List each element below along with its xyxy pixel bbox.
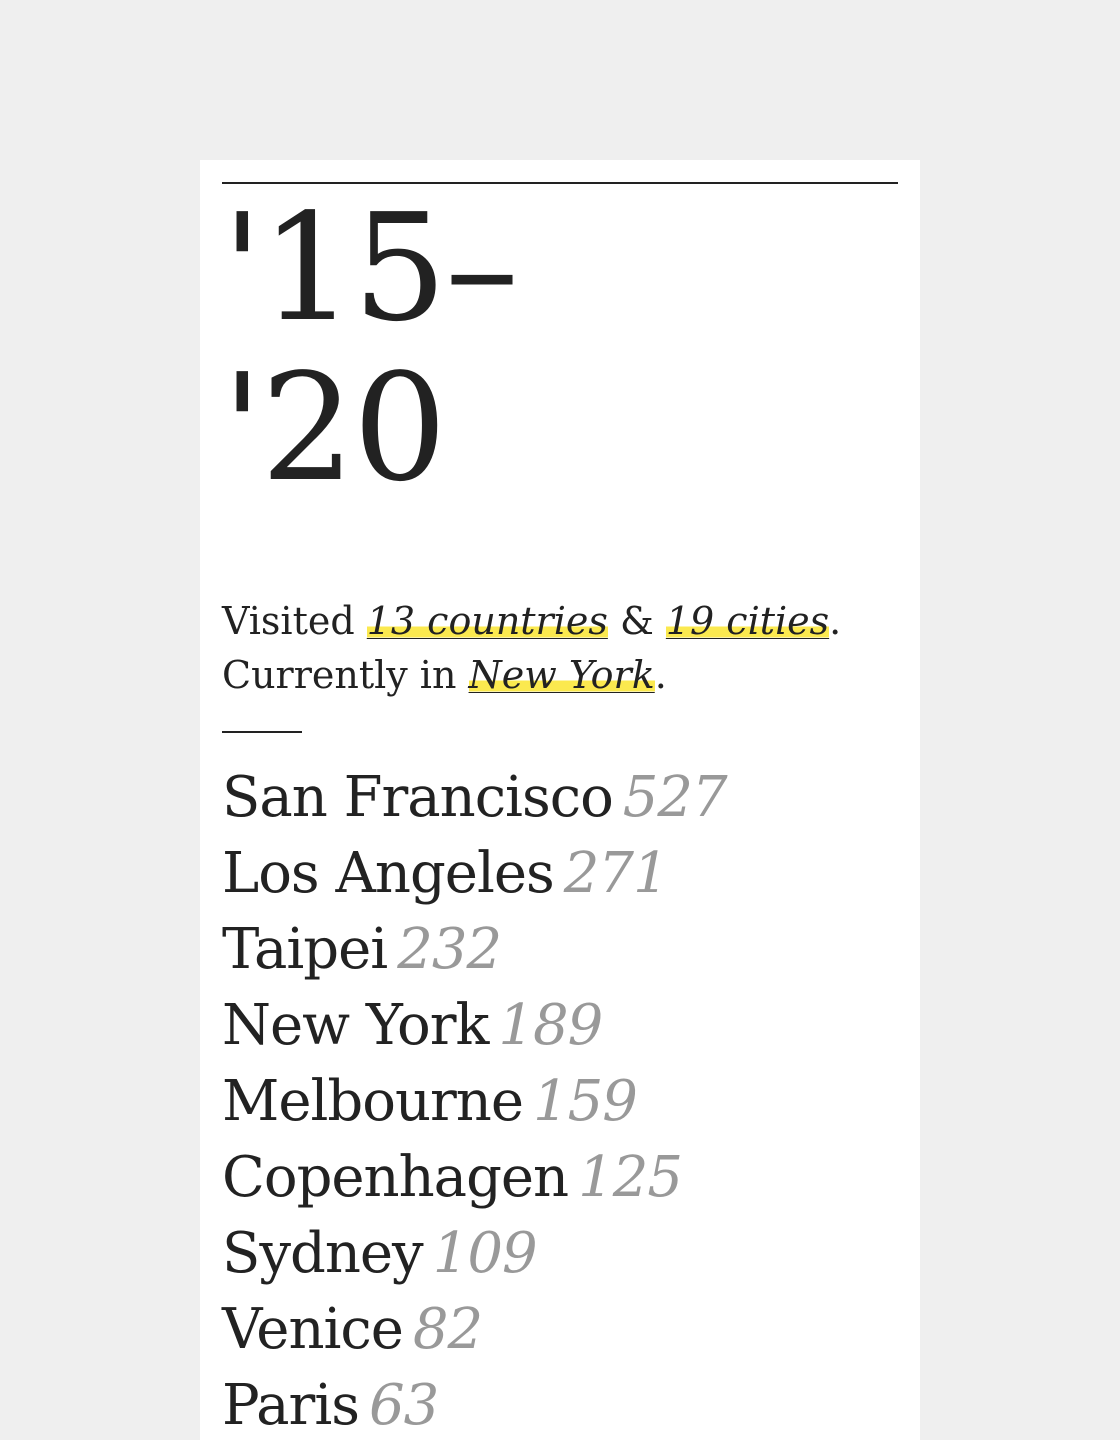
city-name: Sydney — [222, 1221, 424, 1286]
city-name: New York — [222, 993, 489, 1058]
city-count: 527 — [622, 765, 728, 830]
year-start: '15– — [222, 182, 519, 354]
list-item: San Francisco 527 — [222, 760, 728, 836]
countries-link[interactable]: 13 countries — [366, 599, 608, 643]
list-item: Los Angeles 271 — [222, 836, 727, 912]
current-city-link[interactable]: New York — [468, 653, 655, 697]
top-divider — [222, 182, 898, 184]
city-name: Melbourne — [222, 1069, 524, 1134]
list-item: Paris 63 — [222, 1368, 727, 1440]
city-count: 82 — [412, 1297, 483, 1362]
list-item: Melbourne 159 — [222, 1064, 727, 1140]
city-name: Taipei — [222, 917, 388, 982]
currently-line: Currently in New York. — [222, 648, 898, 702]
city-count: 189 — [498, 993, 603, 1058]
city-name: Copenhagen — [222, 1145, 569, 1210]
city-count: 271 — [563, 841, 669, 906]
list-item: Venice 82 — [222, 1292, 727, 1368]
travel-summary: Visited 13 countries & 19 cities. Curren… — [222, 594, 898, 702]
city-name: Los Angeles — [222, 841, 555, 906]
city-name: San Francisco — [222, 765, 614, 830]
year-range-title: '15– '20 — [222, 182, 519, 514]
visited-period: . — [829, 599, 842, 643]
city-count: 63 — [368, 1373, 439, 1438]
list-item: Taipei 232 — [222, 912, 727, 988]
year-end: '20 — [222, 342, 447, 514]
list-item: Copenhagen 125 — [222, 1140, 727, 1216]
city-count: 109 — [432, 1221, 538, 1286]
currently-period: . — [654, 653, 667, 697]
city-list: San Francisco 527 Los Angeles 271 Taipei 23… — [222, 760, 728, 1440]
city-count: 232 — [397, 917, 502, 982]
ampersand: & — [607, 599, 666, 643]
visited-prefix: Visited — [222, 599, 367, 643]
visited-line: Visited 13 countries & 19 cities. — [222, 594, 898, 648]
list-item: Sydney 109 — [222, 1216, 727, 1292]
cities-link[interactable]: 19 cities — [665, 599, 830, 643]
travel-card: '15– '20 Visited 13 countries & 19 citie… — [200, 160, 920, 1440]
city-count: 159 — [533, 1069, 638, 1134]
currently-prefix: Currently in — [222, 653, 469, 697]
city-name: Paris — [222, 1373, 360, 1438]
city-count: 125 — [578, 1145, 683, 1210]
section-divider — [222, 731, 302, 733]
city-name: Venice — [222, 1297, 404, 1362]
list-item: New York 189 — [222, 988, 727, 1064]
